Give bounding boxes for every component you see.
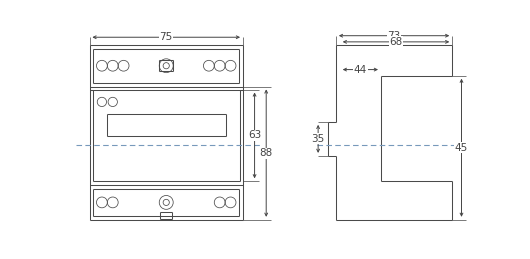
Text: 45: 45 (455, 143, 468, 153)
Text: 88: 88 (260, 148, 273, 158)
Text: 44: 44 (354, 64, 367, 75)
Text: 73: 73 (387, 31, 401, 41)
Text: 68: 68 (390, 37, 403, 47)
Text: 35: 35 (312, 134, 325, 144)
Text: 75: 75 (160, 32, 173, 42)
Text: 63: 63 (248, 131, 261, 140)
